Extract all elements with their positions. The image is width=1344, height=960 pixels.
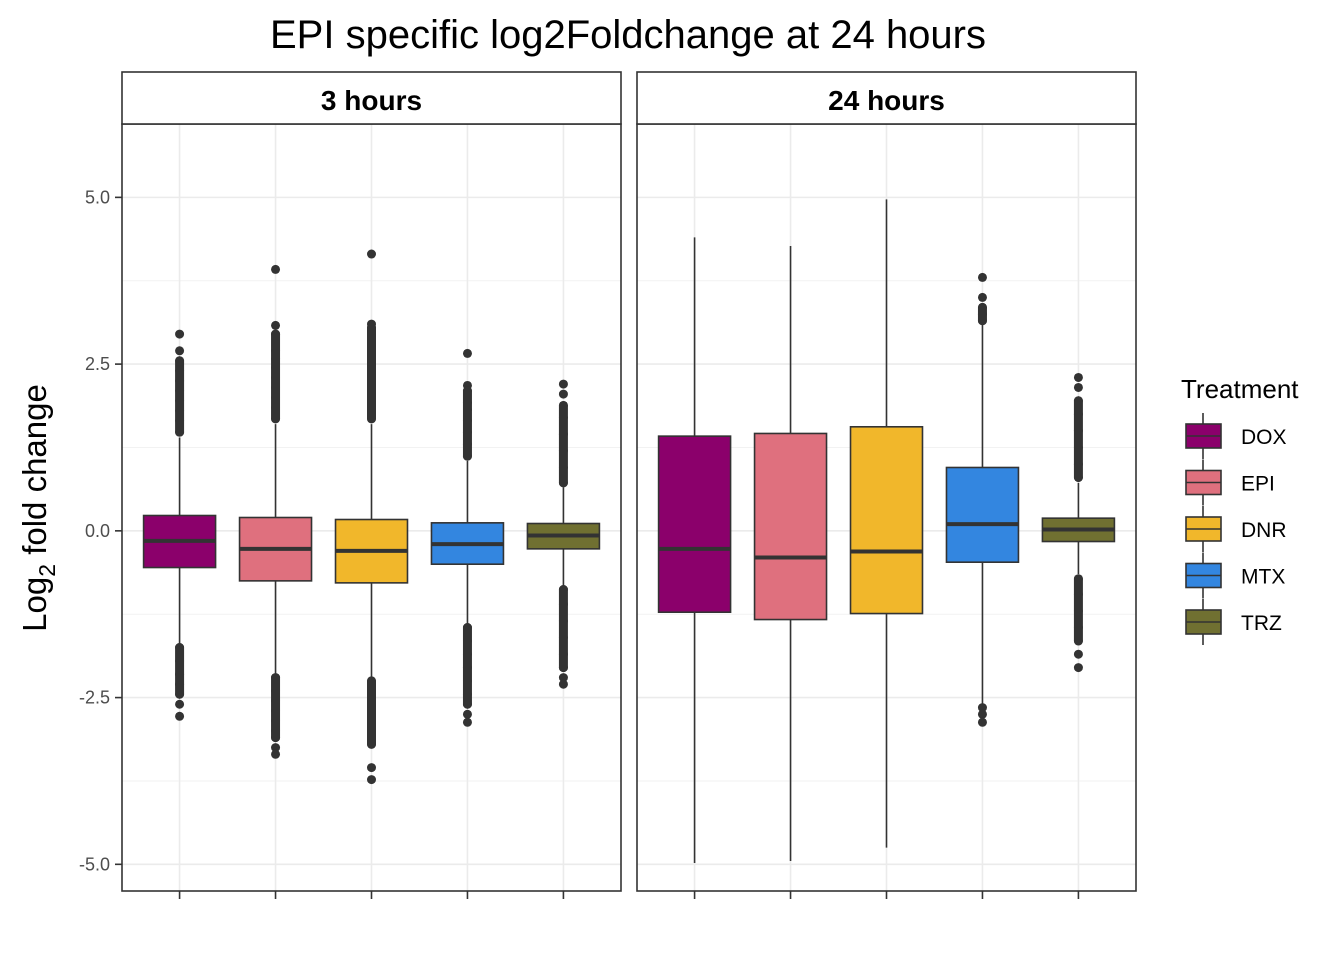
box-mtx [945, 272, 1020, 727]
outlier-point [977, 709, 987, 719]
box-dox [142, 329, 217, 721]
y-axis-label-rest: fold change [16, 384, 53, 564]
outlier-point [175, 699, 185, 709]
outlier-point [1073, 382, 1083, 392]
box-dox [657, 237, 732, 863]
outlier-point [271, 749, 281, 759]
panels: 3 hours 24 hours [121, 71, 1137, 899]
legend-label: MTX [1241, 566, 1285, 589]
outlier-point [1073, 649, 1083, 659]
outlier-point [558, 389, 568, 399]
outlier-point [462, 709, 472, 719]
y-axis-ticks: 5.0 2.5 0.0 -2.5 -5.0 [79, 187, 122, 874]
box-dnr [849, 199, 924, 848]
outlier-point [1073, 663, 1083, 673]
outlier-point [271, 320, 281, 330]
legend-title: Treatment [1181, 374, 1299, 404]
outlier-point [558, 673, 568, 683]
outlier-point [271, 743, 281, 753]
legend: Treatment DOX EPI DNR MTX TRZ [1181, 374, 1299, 645]
legend-label: DOX [1241, 426, 1287, 449]
outlier-point [175, 346, 185, 356]
outlier-point [175, 711, 185, 721]
outlier-point [367, 763, 376, 773]
box-epi [753, 246, 828, 861]
legend-label: EPI [1241, 473, 1275, 496]
box-trz [1041, 372, 1116, 673]
y-axis-label-subscript: 2 [34, 564, 60, 577]
legend-entry-trz: TRZ [1185, 599, 1282, 645]
box-body [849, 425, 924, 615]
box-body [753, 432, 828, 621]
outlier-point [977, 292, 987, 302]
strip-background [121, 71, 622, 125]
y-tick-label: 2.5 [85, 354, 110, 374]
outlier-point [175, 329, 185, 339]
outlier-point [558, 379, 568, 389]
outlier-point [977, 272, 987, 282]
outlier-point [977, 717, 987, 727]
legend-entry-epi: EPI [1185, 459, 1275, 506]
legend-label: TRZ [1241, 612, 1282, 635]
outlier-point [367, 775, 376, 785]
legend-entry-dnr: DNR [1185, 506, 1287, 552]
legend-label: DNR [1241, 519, 1287, 542]
svg-text:Log2 fold change: Log2 fold change [16, 384, 60, 632]
outlier-point [462, 717, 472, 727]
legend-entry-mtx: MTX [1185, 552, 1285, 599]
y-tick-label: -5.0 [79, 854, 110, 874]
strip-label: 3 hours [321, 85, 422, 116]
outlier-point [271, 264, 281, 274]
outlier-point [1073, 372, 1083, 382]
strip-background [636, 71, 1137, 125]
outlier-point [977, 703, 987, 713]
legend-entry-dox: DOX [1185, 413, 1287, 459]
panel-1: 24 hours [636, 71, 1137, 899]
panel-0: 3 hours [121, 71, 622, 899]
box-epi [238, 264, 313, 759]
y-tick-label: 5.0 [85, 187, 110, 207]
box-mtx [430, 348, 505, 727]
box-body [945, 466, 1020, 563]
outlier-point [367, 249, 376, 259]
outlier-point [558, 679, 568, 689]
y-tick-label: 0.0 [85, 521, 110, 541]
box-body [657, 435, 732, 614]
box-trz [526, 379, 601, 689]
strip-label: 24 hours [828, 85, 945, 116]
chart-title: EPI specific log2Foldchange at 24 hours [270, 13, 986, 57]
outlier-point [462, 348, 472, 358]
box-dnr [334, 249, 409, 785]
y-tick-label: -2.5 [79, 688, 110, 708]
y-axis-label: Log2 fold change [16, 384, 60, 632]
y-axis-label-main: Log [16, 577, 53, 632]
